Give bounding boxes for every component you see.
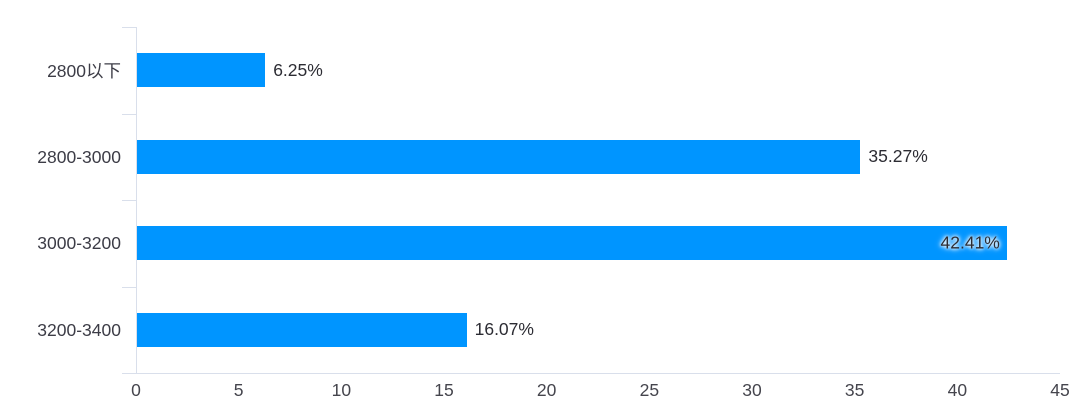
- category-label: 2800以下: [47, 60, 121, 81]
- bar[interactable]: [137, 312, 467, 347]
- x-axis-tick-label: 35: [844, 380, 865, 400]
- x-axis-tick-labels: 0 5 10 15 20 25 30 35 40 45: [131, 380, 1070, 406]
- x-axis-tick-label: 30: [742, 380, 762, 400]
- x-axis-tick-label: 45: [1050, 380, 1070, 400]
- y-axis-tick-mark: [122, 200, 137, 201]
- bar-row: 42.41%: [137, 200, 1060, 287]
- bar-value-label: 6.25%: [273, 59, 323, 80]
- plot-area: 6.25% 35.27% 42.41% 16.07%: [122, 27, 1060, 374]
- y-axis-tick-mark: [122, 27, 137, 28]
- bar-rows: 6.25% 35.27% 42.41% 16.07%: [137, 27, 1060, 373]
- y-axis-tick-mark: [122, 286, 137, 288]
- bar[interactable]: [137, 53, 266, 88]
- bar-row: 6.25%: [137, 27, 1060, 114]
- x-axis-tick-label: 5: [233, 380, 244, 400]
- bar-row: 16.07%: [137, 287, 1060, 374]
- y-axis-tick-mark: [122, 373, 137, 374]
- x-axis-tick-label: 25: [639, 380, 660, 400]
- x-axis-tick-label: 0: [131, 380, 141, 400]
- bar-value-label: 35.27%: [868, 146, 928, 167]
- x-axis-tick-label: 15: [434, 380, 454, 400]
- bar[interactable]: 42.41%: [137, 226, 1007, 261]
- x-axis-tick-label: 10: [331, 380, 352, 400]
- category-label: 2800-3000: [37, 146, 121, 167]
- bar-value-label: 16.07%: [474, 319, 534, 340]
- y-axis-category-labels: 2800以下 2800-3000 3000-3200 3200-3400: [0, 27, 121, 374]
- x-axis-tick-label: 40: [947, 380, 968, 400]
- x-axis-tick-label: 20: [536, 380, 557, 400]
- category-label: 3000-3200: [37, 233, 121, 254]
- y-axis-tick-mark: [122, 113, 137, 115]
- category-label: 3200-3400: [37, 320, 121, 341]
- bar-row: 35.27%: [137, 114, 1060, 201]
- bar[interactable]: [137, 139, 861, 174]
- bar-value-label: 42.41%: [940, 232, 1000, 253]
